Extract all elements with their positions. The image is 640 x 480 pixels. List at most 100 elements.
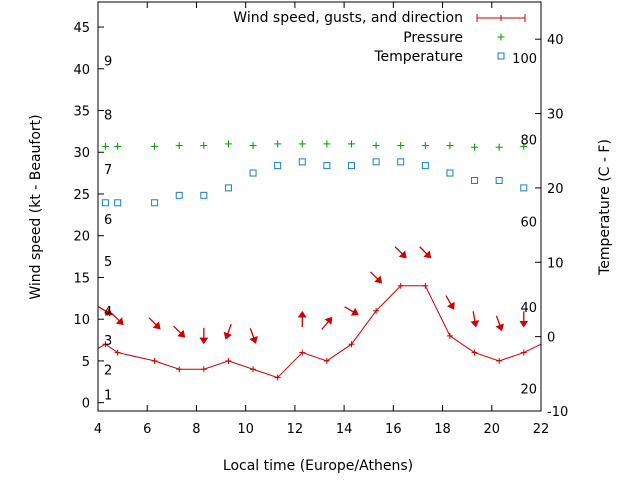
pressure-point (114, 142, 122, 150)
pressure-point (274, 140, 282, 148)
wind-direction-arrow (111, 313, 124, 326)
wind-direction-arrow (419, 246, 432, 259)
beaufort-label: 2 (104, 363, 112, 378)
beaufort-label: 4 (104, 305, 112, 320)
pressure-point (347, 140, 355, 148)
x-tick-label: 4 (94, 422, 102, 437)
x-tick-label: 14 (336, 422, 353, 437)
pressure-point (446, 142, 454, 150)
y2-tick-label: 30 (547, 108, 564, 123)
wind-speed-point (102, 341, 109, 348)
wind-direction-arrow (344, 306, 359, 316)
beaufort-label: 3 (104, 334, 112, 349)
pressure-point (495, 143, 503, 151)
y-tick-label: 20 (73, 230, 90, 245)
wind-speed-point (373, 307, 380, 314)
y2-tick-label: -10 (547, 405, 568, 420)
pressure-point (101, 142, 109, 150)
wind-speed-point (422, 282, 429, 289)
y2-tick-label: 20 (547, 182, 564, 197)
temperature-point (372, 158, 380, 166)
wind-direction-arrow (148, 317, 161, 330)
temperature-point (397, 158, 405, 166)
temperature-point (175, 191, 183, 199)
wind-speed-point (299, 349, 306, 356)
y2-tick-label: 10 (547, 256, 564, 271)
x-tick-label: 18 (434, 422, 451, 437)
fahrenheit-label: 60 (520, 215, 537, 230)
temperature-point (421, 162, 429, 170)
pressure-point (175, 142, 183, 150)
x-tick-label: 8 (192, 422, 200, 437)
pressure-point (520, 142, 528, 150)
pressure-point (224, 140, 232, 148)
legend-swatch-temperature (497, 52, 505, 60)
y-tick-label: 35 (73, 105, 90, 120)
temperature-point (347, 162, 355, 170)
wind-direction-arrow (445, 295, 455, 310)
y-tick-label: 10 (73, 313, 90, 328)
legend-label-temperature: Temperature (373, 49, 463, 65)
y2-tick-label: 40 (547, 33, 564, 48)
pressure-point (372, 142, 380, 150)
wind-speed-point (114, 349, 121, 356)
wind-speed-point (274, 374, 281, 381)
wind-direction-arrow (223, 323, 233, 340)
wind-speed-point (176, 366, 183, 373)
temperature-point (323, 162, 331, 170)
fahrenheit-label: 20 (520, 383, 537, 398)
y-tick-label: 30 (73, 146, 90, 161)
y-tick-label: 45 (73, 21, 90, 36)
temperature-point (114, 199, 122, 207)
wind-speed-point (200, 366, 207, 373)
wind-direction-arrow (470, 311, 480, 328)
wind-direction-arrow (369, 271, 383, 284)
x-tick-label: 22 (533, 422, 550, 437)
temperature-point (151, 199, 159, 207)
wind-speed-point (225, 357, 232, 364)
beaufort-label: 5 (104, 255, 112, 270)
pressure-point (421, 142, 429, 150)
chart-legend: Wind speed, gusts, and direction Pressur… (233, 10, 526, 65)
fahrenheit-label: 40 (520, 301, 537, 316)
beaufort-label: 8 (104, 109, 112, 124)
temperature-point (249, 169, 257, 177)
beaufort-label: 9 (104, 54, 112, 69)
wind-speed-point (520, 349, 527, 356)
legend-swatch-wind-marker (498, 15, 504, 21)
temperature-point (520, 184, 528, 192)
pressure-point (471, 143, 479, 151)
y-tick-label: 0 (82, 397, 90, 412)
temperature-point (495, 176, 503, 184)
temperature-point (101, 199, 109, 207)
y2-axis-title: Temperature (C - F) (597, 139, 613, 276)
x-tick-label: 20 (484, 422, 501, 437)
fahrenheit-label: 80 (520, 134, 537, 149)
x-axis-title: Local time (Europe/Athens) (223, 458, 413, 474)
y-tick-label: 25 (73, 188, 90, 203)
wind-speed-point (446, 332, 453, 339)
beaufort-label: 1 (104, 388, 112, 403)
wind-direction-arrow (249, 328, 258, 344)
beaufort-label: 7 (104, 163, 112, 178)
wind-direction-arrow (297, 310, 307, 328)
wind-speed-line (97, 285, 542, 379)
wind-direction-arrow (394, 246, 407, 259)
wind-direction-arrow (199, 327, 209, 345)
legend-label-wind: Wind speed, gusts, and direction (233, 10, 463, 26)
y-axis-title: Wind speed (kt - Beaufort) (28, 114, 44, 299)
wind-speed-point (496, 357, 503, 364)
pressure-point (298, 140, 306, 148)
temperature-point (200, 191, 208, 199)
wind-speed-point (348, 341, 355, 348)
wind-speed-point (250, 366, 257, 373)
wind-direction-arrow (173, 325, 186, 338)
x-tick-label: 12 (287, 422, 304, 437)
pressure-point (151, 142, 159, 150)
y2-tick-label: 0 (547, 331, 555, 346)
wind-direction-arrow (321, 316, 333, 330)
x-tick-label: 6 (143, 422, 151, 437)
wind-direction-arrow (495, 315, 504, 332)
